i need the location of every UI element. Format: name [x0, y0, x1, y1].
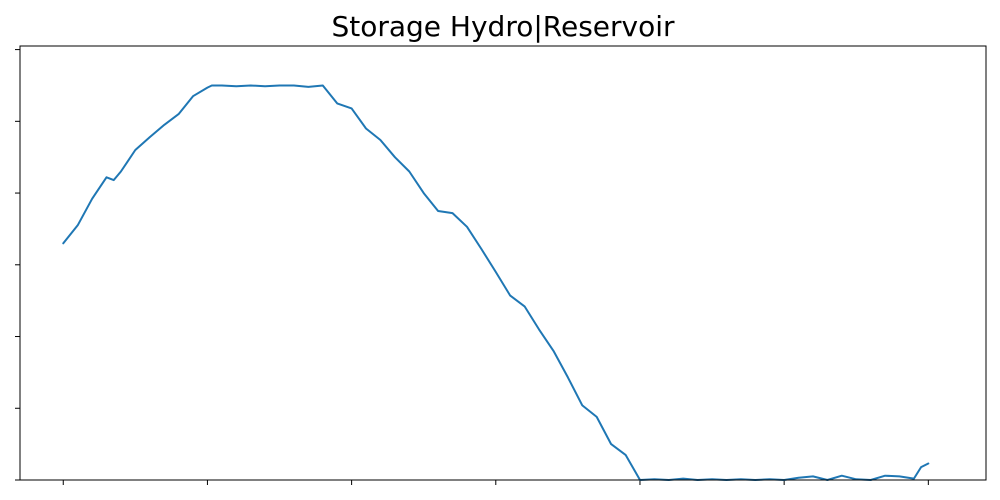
series-line: [62, 84, 930, 481]
axes-frame: [19, 45, 987, 481]
chart-title: Storage Hydro|Reservoir: [331, 10, 675, 43]
